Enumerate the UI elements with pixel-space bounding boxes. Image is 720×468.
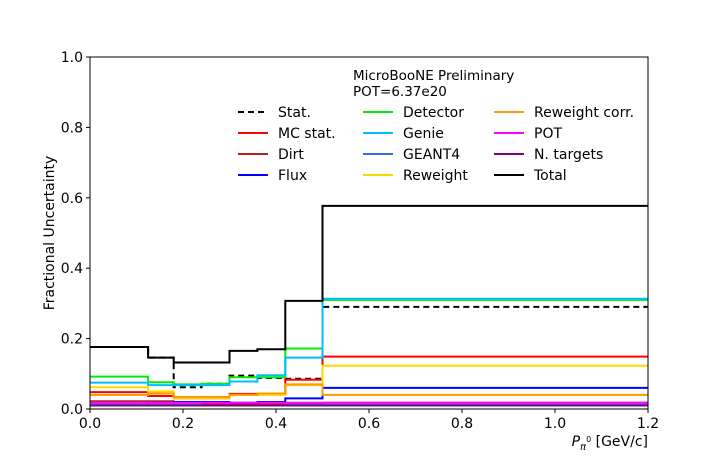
pot-label: POT=6.37e20 xyxy=(353,84,447,100)
legend-label-reweight: Reweight xyxy=(403,168,468,184)
series-reweight-corr xyxy=(90,383,648,398)
legend: Stat. MC stat. Dirt Flux Detector Genie GEANT4… xyxy=(238,105,634,184)
legend-label-pot: POT xyxy=(534,126,562,142)
legend-label-flux: Flux xyxy=(278,168,307,184)
x-axis-superscript: 0 xyxy=(586,435,591,444)
legend-label-mc-stat: MC stat. xyxy=(278,126,336,142)
y-tick-label: 1.0 xyxy=(61,50,83,66)
series-lines xyxy=(90,204,648,407)
x-tick-label: 0.8 xyxy=(451,416,473,432)
y-tick-label: 0.0 xyxy=(61,402,83,418)
x-axis-title: Pπ0 [GeV/c] xyxy=(572,434,648,453)
legend-label-geant4: GEANT4 xyxy=(403,147,460,163)
x-tick-label: 0.2 xyxy=(172,416,194,432)
axis-ticks: 0.0 0.2 0.4 0.6 0.8 1.0 1.2 0.0 0.2 0.4 0.6 0.8 1.0 xyxy=(61,50,659,432)
y-axis-title: Fractional Uncertainty xyxy=(42,156,58,311)
legend-label-detector: Detector xyxy=(403,105,464,121)
legend-label-n-targets: N. targets xyxy=(534,147,603,163)
y-tick-label: 0.6 xyxy=(61,191,83,207)
x-tick-label: 0.4 xyxy=(265,416,287,432)
x-tick-label: 0.6 xyxy=(358,416,380,432)
x-axis-subscript: π xyxy=(580,442,587,453)
legend-label-genie: Genie xyxy=(403,126,444,142)
x-axis-variable: P xyxy=(572,434,581,450)
legend-label-total: Total xyxy=(533,168,567,184)
series-total xyxy=(90,204,648,364)
legend-label-dirt: Dirt xyxy=(278,147,304,163)
x-tick-label: 0.0 xyxy=(79,416,101,432)
series-genie xyxy=(90,297,648,387)
legend-label-reweight-corr: Reweight corr. xyxy=(534,105,634,121)
x-tick-label: 1.2 xyxy=(637,416,659,432)
y-tick-label: 0.2 xyxy=(61,332,83,348)
x-tick-label: 1.0 xyxy=(544,416,566,432)
experiment-label: MicroBooNE Preliminary xyxy=(353,68,514,84)
y-tick-label: 0.8 xyxy=(61,120,83,136)
x-axis-unit: [GeV/c] xyxy=(591,434,648,450)
legend-label-stat: Stat. xyxy=(278,105,311,121)
y-tick-label: 0.4 xyxy=(61,261,83,277)
